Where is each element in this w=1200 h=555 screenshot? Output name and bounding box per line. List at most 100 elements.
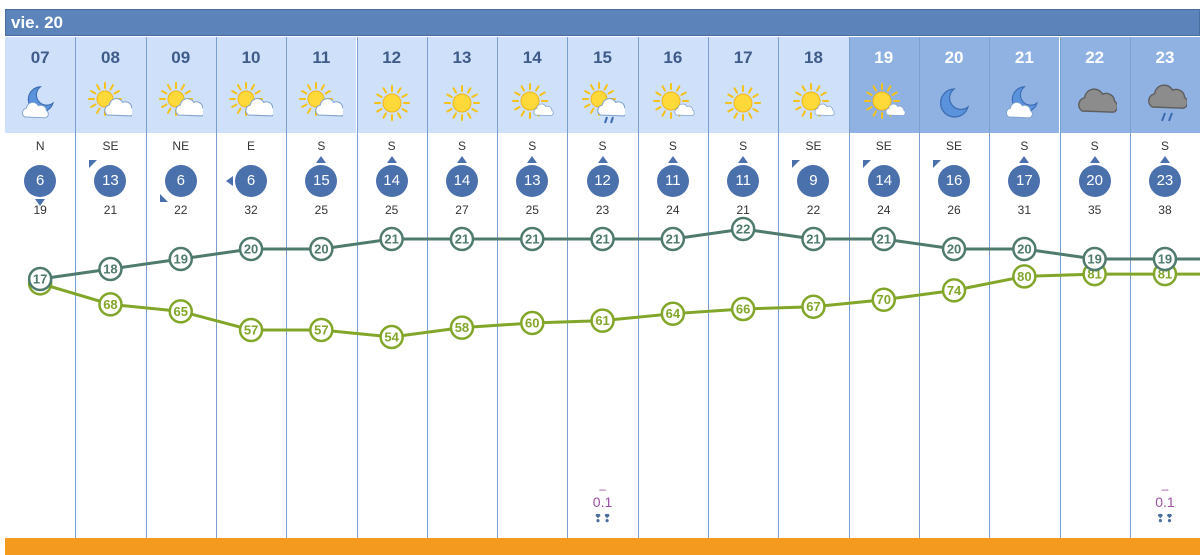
wind-indicator: 13 xyxy=(89,160,127,197)
wind-direction: S xyxy=(317,139,326,153)
wind-gust: 25 xyxy=(314,203,329,217)
wind-arrow-icon xyxy=(1019,156,1030,163)
wind-arrow-icon xyxy=(386,156,397,163)
hour-label: 07 xyxy=(30,48,50,67)
wind-indicator: 11 xyxy=(727,156,760,197)
hour-label: 18 xyxy=(803,48,823,67)
wind-speed: 20 xyxy=(1078,165,1111,197)
wind-indicator: 17 xyxy=(1008,156,1041,197)
wind-arrow-icon xyxy=(738,156,749,163)
wind-indicator: 20 xyxy=(1078,156,1111,197)
column-divider xyxy=(708,37,709,555)
wind-speed: 17 xyxy=(1008,165,1041,197)
cloud-rain-icon xyxy=(1143,81,1189,125)
precip-marker: – xyxy=(599,482,606,496)
wind-arrow-icon xyxy=(792,160,801,168)
precip-amount: 0.1 xyxy=(1155,494,1175,510)
wind-direction: S xyxy=(1020,139,1029,153)
sun-cloud-icon xyxy=(88,81,135,125)
wind-arrow-icon xyxy=(862,160,871,168)
wind-direction: S xyxy=(668,139,677,153)
hour-header xyxy=(848,37,919,133)
moon-cloud-icon xyxy=(18,81,62,125)
day-header: vie. 20 xyxy=(5,9,1200,36)
wind-speed: 15 xyxy=(305,165,338,197)
wind-indicator: 23 xyxy=(1148,156,1181,197)
hour-label: 14 xyxy=(522,48,542,67)
hour-column: 07 N 6 19 xyxy=(5,37,76,555)
sun-small-cloud-icon xyxy=(791,81,836,125)
sun-cloud-icon xyxy=(158,81,206,125)
rain-drops-icon: ❢❢ xyxy=(1155,513,1175,525)
hour-header xyxy=(75,37,146,133)
wind-direction: S xyxy=(387,139,396,153)
hour-header xyxy=(1059,37,1130,133)
wind-direction: S xyxy=(1090,139,1099,153)
column-divider xyxy=(1059,37,1061,555)
column-divider xyxy=(215,37,217,555)
wind-direction: SE xyxy=(805,139,822,153)
hour-label: 09 xyxy=(171,48,191,67)
wind-gust: 21 xyxy=(103,203,118,217)
wind-indicator: 14 xyxy=(445,156,478,197)
wind-speed: 11 xyxy=(656,165,689,197)
hour-column: 23 S 23 38 –0.1 ❢❢ xyxy=(1129,37,1200,555)
wind-speed: 12 xyxy=(586,165,619,197)
column-divider xyxy=(918,37,920,555)
precipitation: –0.1 ❢❢ xyxy=(1130,483,1200,525)
hour-label: 16 xyxy=(663,48,683,67)
sun-small-cloud-icon xyxy=(651,81,695,125)
wind-direction: S xyxy=(1160,139,1169,153)
hour-header xyxy=(567,37,638,133)
rain-drops-icon: ❢❢ xyxy=(593,513,612,525)
hour-column: 16 S 11 24 xyxy=(637,37,708,555)
hour-column: 15 S 12 23 –0.1 ❢❢ xyxy=(567,37,638,555)
wind-gust: 24 xyxy=(877,203,891,217)
wind-speed: 14 xyxy=(375,165,408,197)
hour-column: 10 E 6 32 xyxy=(215,37,287,555)
sun-small-cloud-icon xyxy=(510,81,554,125)
sun-small-cloud-icon xyxy=(862,81,906,125)
hour-column: 17 S 11 21 xyxy=(708,37,779,555)
hour-label: 17 xyxy=(733,48,753,67)
wind-indicator: 16 xyxy=(933,160,971,197)
hour-label: 13 xyxy=(452,48,472,67)
wind-arrow-icon xyxy=(527,156,538,163)
hour-column: 11 S 15 25 xyxy=(286,37,357,555)
hour-header xyxy=(637,37,708,133)
wind-indicator: 6 xyxy=(226,165,268,197)
hour-column: 21 S 17 31 xyxy=(989,37,1060,555)
wind-gust: 25 xyxy=(384,203,399,217)
wind-arrow-icon xyxy=(226,176,234,186)
column-divider xyxy=(1129,37,1131,555)
hour-label: 23 xyxy=(1155,48,1175,67)
wind-arrow-icon xyxy=(933,160,942,168)
hour-column: 14 S 13 25 xyxy=(497,37,568,555)
wind-direction: S xyxy=(457,139,466,153)
wind-speed: 13 xyxy=(516,165,549,197)
wind-gust: 31 xyxy=(1017,203,1032,217)
hourly-forecast-grid: 07 N 6 19 08 SE 13 21 09 NE 6 22 10 E 6 32 11 S 15 25 12 S 14 2… xyxy=(5,37,1200,555)
column-divider xyxy=(356,37,358,555)
wind-gust: 32 xyxy=(244,203,258,217)
moon-icon xyxy=(932,81,976,125)
column-divider xyxy=(567,37,569,555)
wind-indicator: 15 xyxy=(305,156,338,197)
wind-indicator: 6 xyxy=(159,165,197,202)
hour-header xyxy=(286,37,357,133)
hour-column: 09 NE 6 22 xyxy=(145,37,216,555)
hour-column: 22 S 20 35 xyxy=(1059,37,1130,555)
hour-header xyxy=(497,37,568,133)
wind-arrow-icon xyxy=(667,156,678,163)
hour-column: 20 SE 16 26 xyxy=(918,37,990,555)
wind-speed: 16 xyxy=(938,165,971,197)
wind-direction: SE xyxy=(102,139,119,153)
wind-arrow-icon xyxy=(316,156,327,163)
hour-label: 21 xyxy=(1014,48,1034,67)
wind-direction: N xyxy=(35,139,45,153)
wind-direction: S xyxy=(528,139,537,153)
column-divider xyxy=(497,37,499,555)
precip-amount: 0.1 xyxy=(592,494,613,510)
wind-speed: 14 xyxy=(445,165,478,197)
wind-speed: 23 xyxy=(1148,165,1181,197)
